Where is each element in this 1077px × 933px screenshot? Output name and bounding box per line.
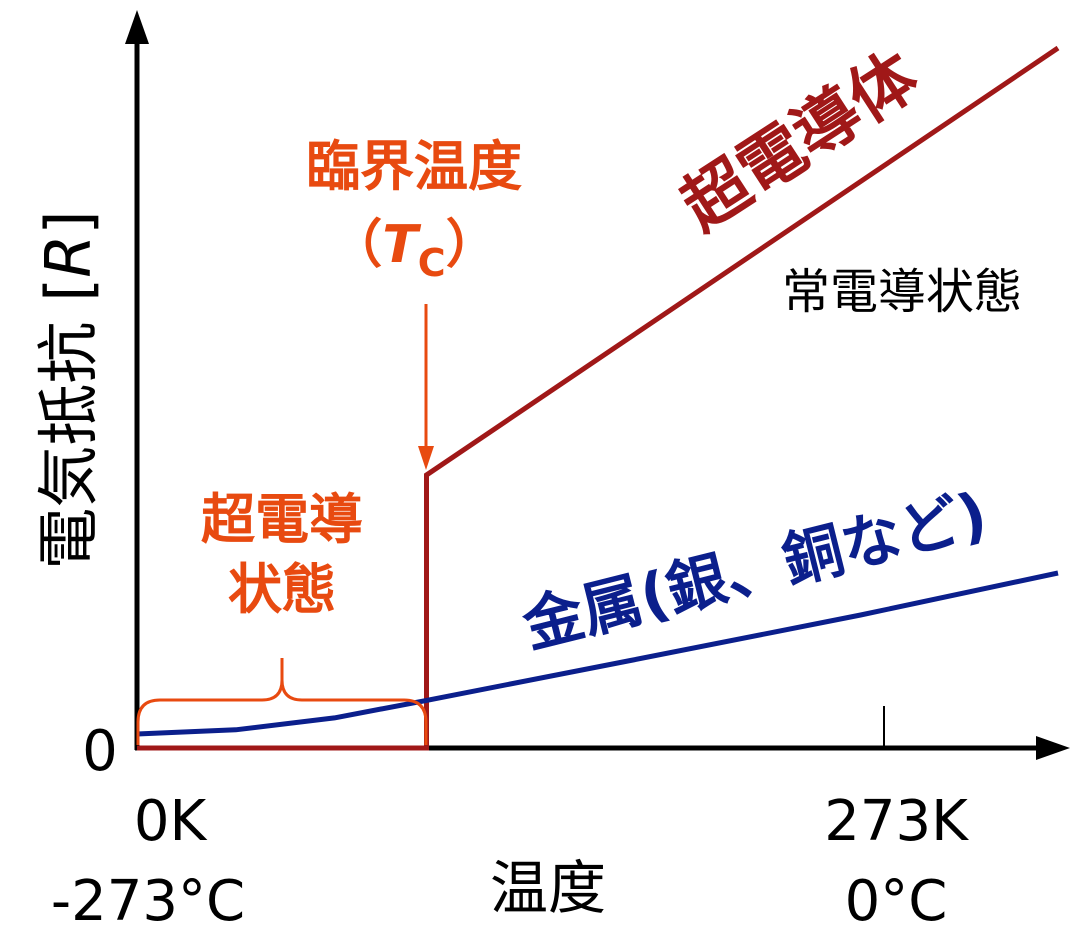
critical-temp-arrow-head-icon (418, 446, 434, 470)
series-metal-line (136, 570, 1059, 737)
critical-temp-label: 臨界温度 (306, 135, 522, 198)
x-tick-minus273c: -273°C (51, 869, 245, 933)
x-tick-273k: 273K (824, 789, 969, 854)
y-axis-label: 電気抵抗 [R] (32, 210, 105, 569)
series-superconductor-label: 超電導体 (668, 37, 931, 245)
critical-temp-symbol: （TC） (330, 215, 497, 285)
superconducting-brace (136, 658, 428, 745)
x-axis-arrow-icon (1036, 736, 1070, 760)
superconducting-state-line1: 超電導 (201, 488, 363, 551)
y-origin-label: 0 (82, 719, 118, 784)
x-axis-label: 温度 (490, 854, 606, 922)
x-tick-0k: 0K (134, 789, 208, 854)
x-tick-0c: 0°C (845, 869, 948, 933)
superconducting-state-line2: 状態 (228, 558, 336, 621)
y-axis-arrow-icon (125, 10, 149, 44)
normal-state-label: 常電導状態 (782, 264, 1022, 320)
series-superconductor-line (137, 45, 1060, 751)
